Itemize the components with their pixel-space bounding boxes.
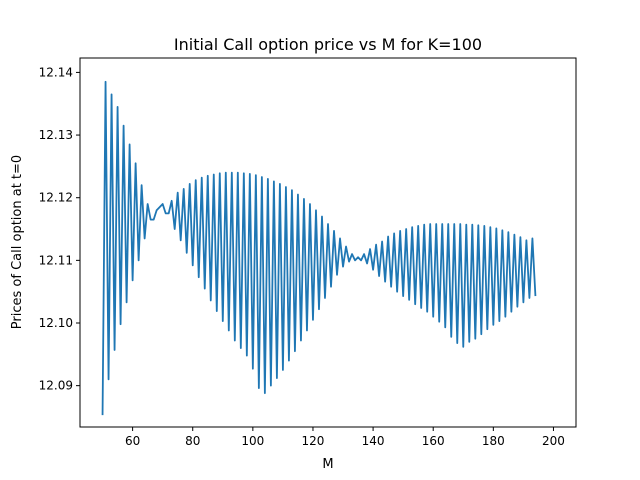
y-tick-label: 12.11	[39, 253, 73, 267]
x-axis-ticks: 60 80 100 120 140 160 180 200	[125, 427, 565, 448]
y-tick-label: 12.10	[39, 316, 73, 330]
x-tick-label: 180	[482, 434, 505, 448]
y-axis-label: Prices of Call option at t=0	[10, 155, 25, 329]
y-axis-ticks: 12.09 12.10 12.11 12.12 12.13 12.14	[39, 65, 80, 393]
x-tick-label: 100	[241, 434, 264, 448]
y-tick-label: 12.09	[39, 379, 73, 393]
x-axis-label: M	[322, 457, 333, 472]
plot-frame	[79, 57, 577, 428]
x-tick-label: 160	[422, 434, 445, 448]
chart-title: Initial Call option price vs M for K=100	[174, 35, 482, 54]
x-tick-label: 200	[542, 434, 565, 448]
y-tick-label: 12.12	[39, 191, 73, 205]
x-tick-label: 60	[125, 434, 140, 448]
y-tick-label: 12.13	[39, 128, 73, 142]
y-tick-label: 12.14	[39, 65, 73, 79]
x-tick-label: 120	[302, 434, 325, 448]
x-tick-label: 80	[185, 434, 200, 448]
plot-area	[101, 80, 537, 416]
series-line	[101, 80, 537, 416]
x-tick-label: 140	[362, 434, 385, 448]
